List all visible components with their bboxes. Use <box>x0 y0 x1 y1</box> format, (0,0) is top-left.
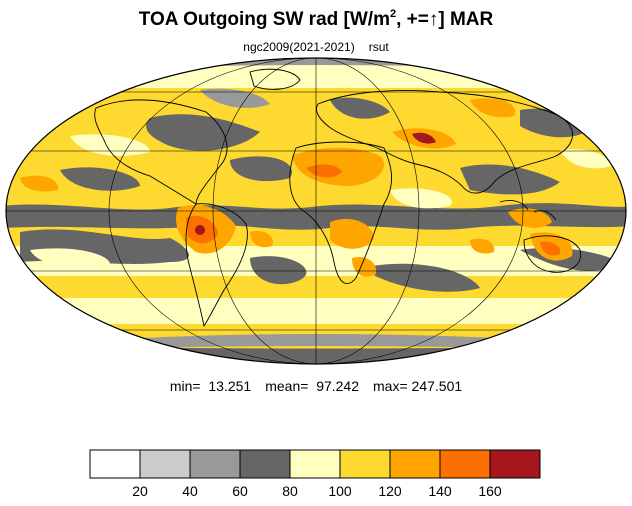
colorbar-tick-label: 160 <box>478 483 502 499</box>
mean-value: 97.242 <box>316 378 360 394</box>
variable-name: rsut <box>368 40 389 54</box>
chart-subtitle: ngc2009(2021-2021) rsut <box>0 40 632 54</box>
colorbar-swatch <box>89 449 141 479</box>
colorbar-tick-label: 120 <box>378 483 402 499</box>
colorbar-swatch <box>389 449 441 479</box>
colorbar-tick-label: 20 <box>132 483 148 499</box>
stats-line: min= 13.251 mean= 97.242 max= 247.501 <box>0 378 632 394</box>
colorbar-swatch <box>239 449 291 479</box>
globe-outline <box>5 57 627 365</box>
colorbar-swatch <box>439 449 491 479</box>
colorbar-tick-label: 40 <box>182 483 198 499</box>
case-name: ngc2009(2021-2021) <box>243 40 355 54</box>
colorbar-tick-label: 80 <box>282 483 298 499</box>
min-label: min= <box>169 378 201 394</box>
max-value: 247.501 <box>411 378 463 394</box>
min-value: 13.251 <box>208 378 252 394</box>
colorbar-swatch <box>339 449 391 479</box>
coastlines <box>94 68 582 328</box>
colorbar-tick-label: 100 <box>328 483 352 499</box>
colorbar-swatch <box>489 449 541 479</box>
colorbar-tick-label: 140 <box>428 483 452 499</box>
colorbar-swatch <box>139 449 191 479</box>
colorbar-swatch <box>289 449 341 479</box>
colorbar-swatch <box>189 449 241 479</box>
mean-label: mean= <box>265 378 309 394</box>
chart-title: TOA Outgoing SW rad [W/m2, +=↑] MAR <box>138 8 494 30</box>
colorbar-tick-label: 60 <box>232 483 248 499</box>
max-label: max= <box>373 378 408 394</box>
